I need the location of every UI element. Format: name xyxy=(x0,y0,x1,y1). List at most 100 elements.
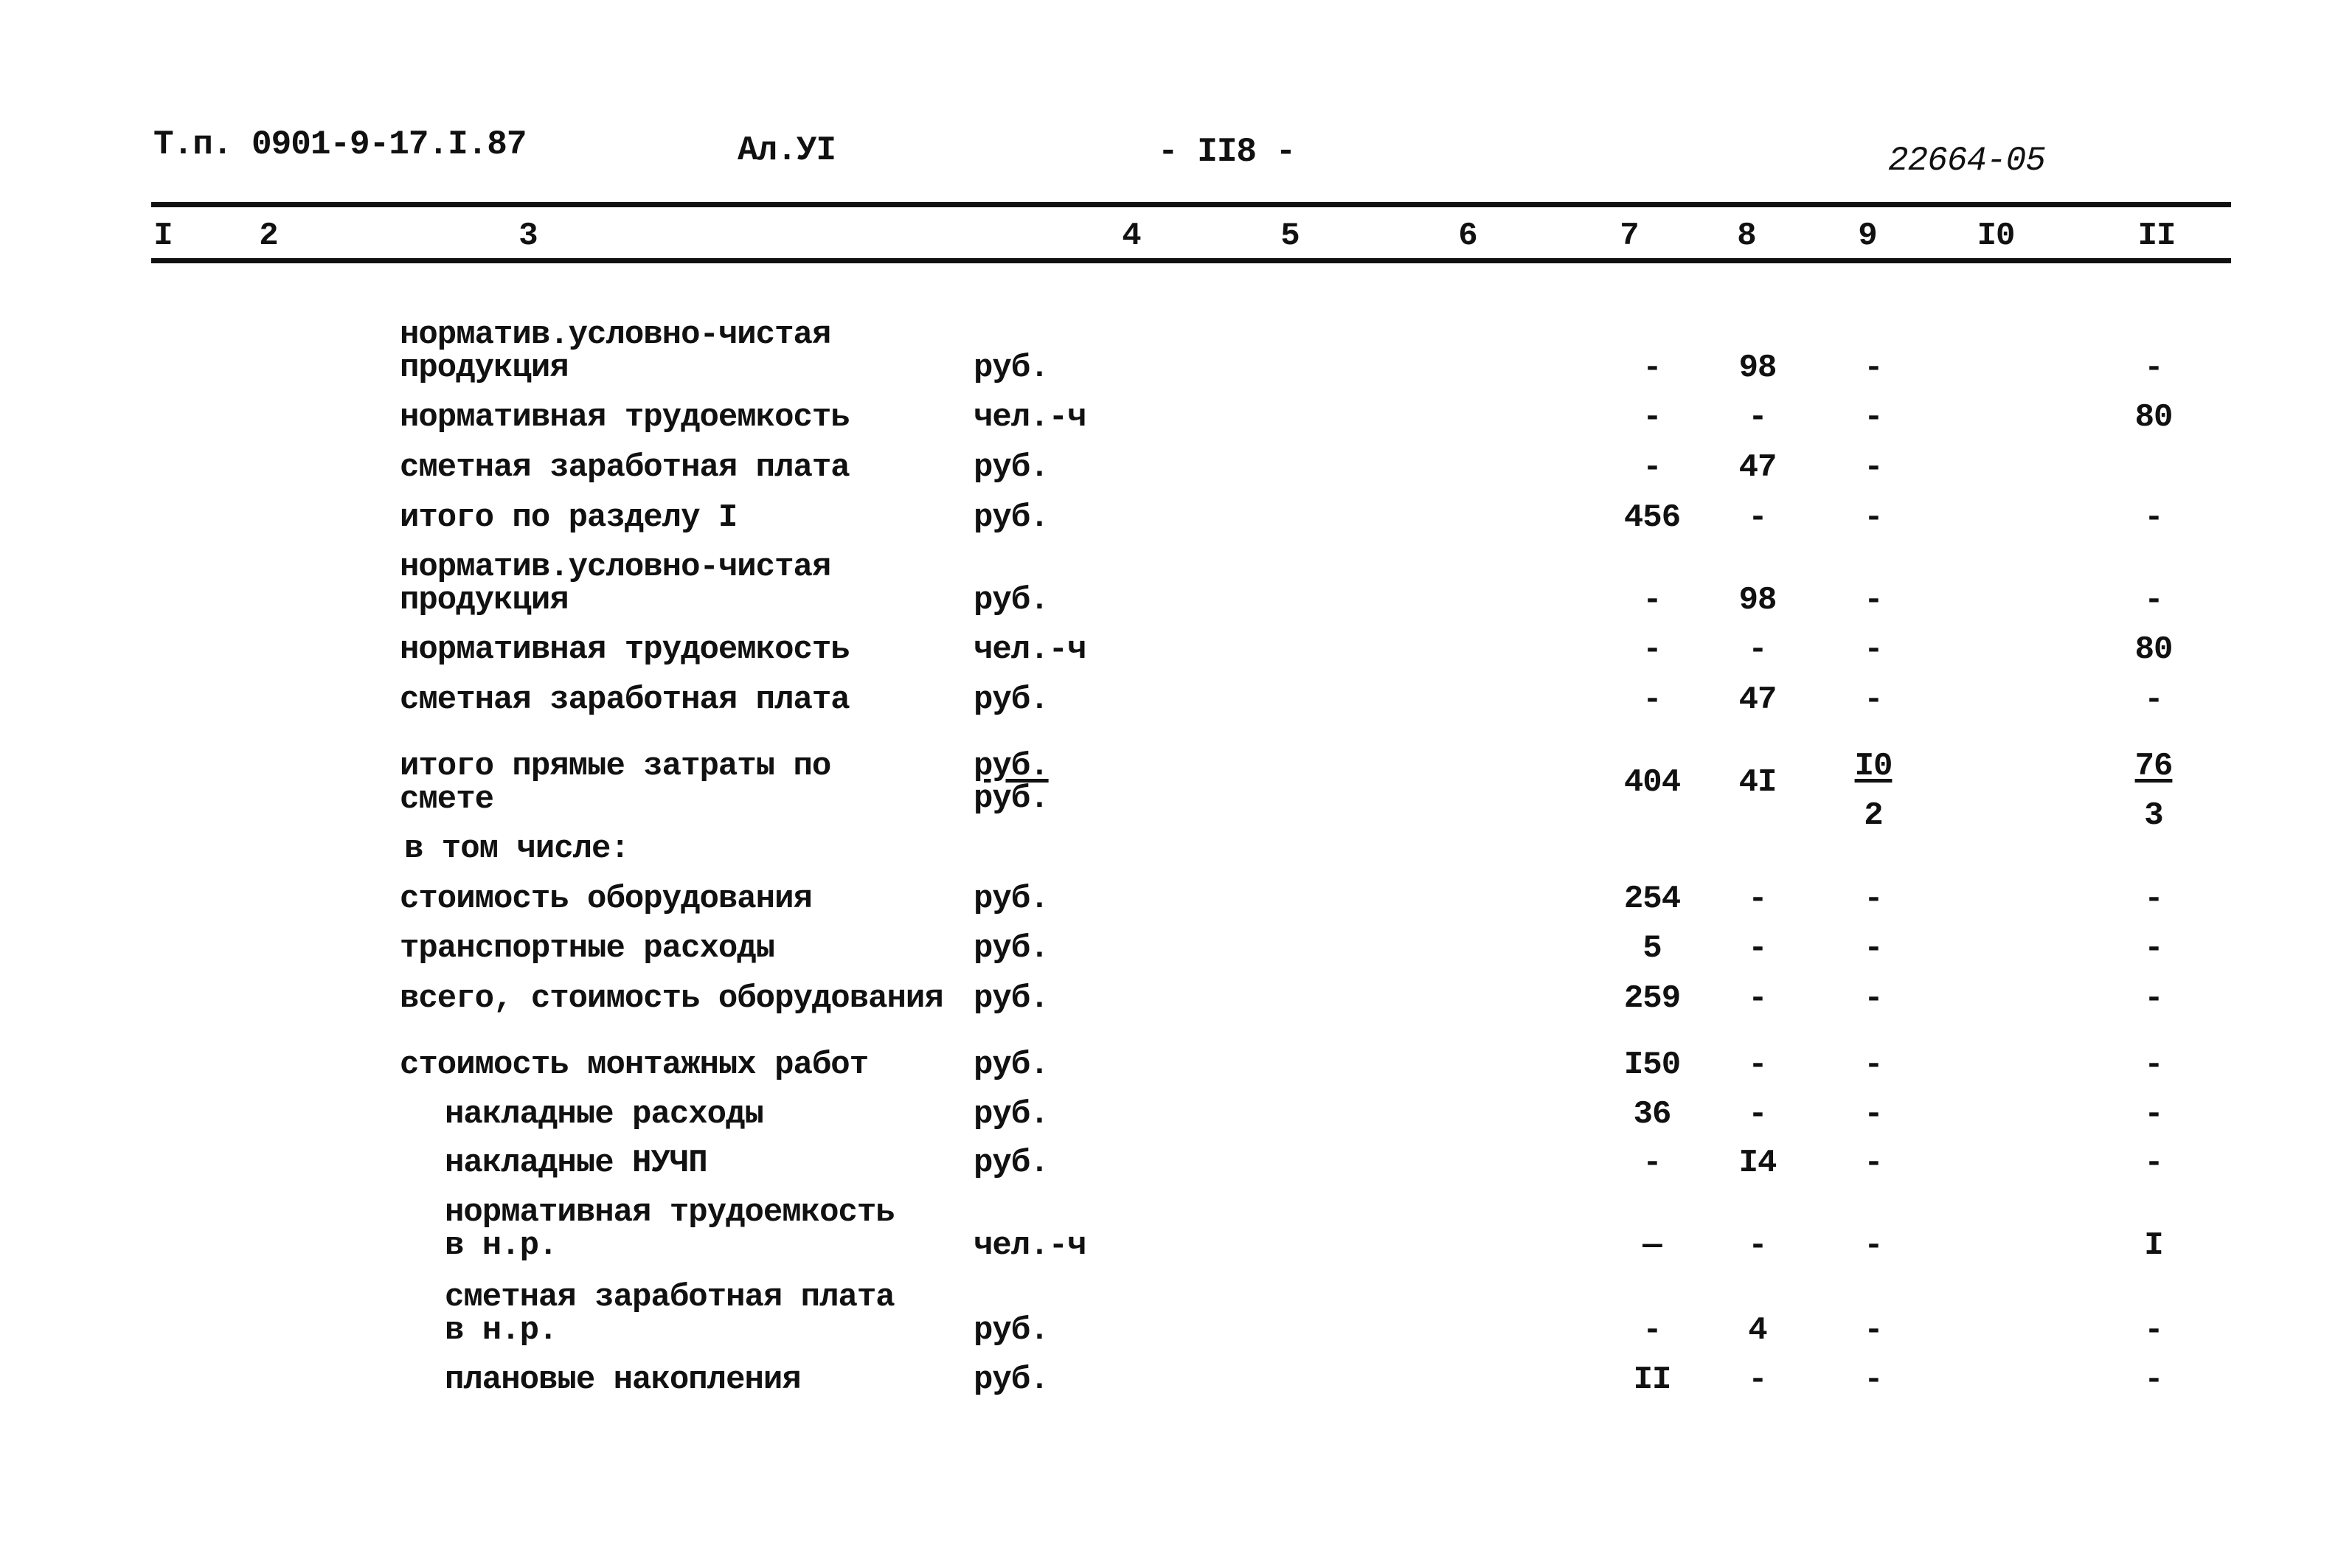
row-label: транспортные расходы xyxy=(400,930,775,967)
cell-col9: - xyxy=(1864,1312,1883,1349)
column-number: 3 xyxy=(518,218,538,254)
cell-col8: - xyxy=(1748,930,1767,967)
row-unit: чел.-ч xyxy=(974,631,1086,668)
cell-col11: - xyxy=(2144,1096,2163,1133)
cell-col7: - xyxy=(1642,681,1662,718)
cell-col8: - xyxy=(1748,631,1767,668)
cell-col11: - xyxy=(2144,1361,2163,1398)
row-unit: руб. xyxy=(974,681,1050,718)
cell-col11: - xyxy=(2144,881,2163,917)
cell-col9: - xyxy=(1864,1227,1883,1264)
row-unit: руб. xyxy=(974,930,1050,967)
cell-col8: - xyxy=(1748,1096,1767,1133)
cell-col7: — xyxy=(1642,1227,1662,1264)
row-unit: руб. xyxy=(974,780,1050,817)
cell-col11: - xyxy=(2144,930,2163,967)
row-label: продукция xyxy=(400,582,569,619)
row-unit: руб. xyxy=(974,881,1050,917)
cell-col11: 80 xyxy=(2134,399,2174,436)
row-unit: руб. xyxy=(974,1096,1050,1133)
cell-col7: 456 xyxy=(1623,499,1681,536)
row-label: стоимость оборудования xyxy=(400,881,813,917)
cell-col11: I xyxy=(2144,1227,2163,1264)
album-number: Ал.УI xyxy=(738,131,836,170)
cell-col7: - xyxy=(1642,399,1662,436)
cell-col7: 5 xyxy=(1642,930,1662,967)
row-label: продукция xyxy=(400,350,569,386)
cell-col11: - xyxy=(2144,681,2163,718)
cell-col7: - xyxy=(1642,449,1662,486)
row-unit: руб. xyxy=(974,1312,1050,1349)
cell-col8: - xyxy=(1748,980,1767,1017)
cell-col9: - xyxy=(1864,980,1883,1017)
cell-col11: - xyxy=(2144,582,2163,619)
column-number: 4 xyxy=(1122,218,1141,254)
cell-col7: II xyxy=(1633,1361,1672,1398)
row-label: нормативная трудоемкость xyxy=(445,1194,895,1231)
header-top-rule xyxy=(151,202,2231,207)
cell-col9: - xyxy=(1864,881,1883,917)
row-unit: руб. xyxy=(974,1145,1050,1182)
header-bottom-rule xyxy=(151,258,2231,263)
cell-col11: - xyxy=(2144,350,2163,386)
column-number: 2 xyxy=(259,218,278,254)
cell-col9: - xyxy=(1864,1096,1883,1133)
page-number: - II8 - xyxy=(1158,133,1296,171)
cell-col8: 98 xyxy=(1738,582,1777,619)
cell-col8: - xyxy=(1748,399,1767,436)
cell-col9: I0 xyxy=(1854,748,1893,785)
column-number: I xyxy=(153,218,173,254)
row-unit: чел.-ч xyxy=(974,1227,1086,1264)
row-label: нормативная трудоемкость xyxy=(400,631,850,668)
cell-col9: - xyxy=(1864,399,1883,436)
row-unit: руб. xyxy=(974,748,1050,785)
row-unit: чел.-ч xyxy=(974,399,1086,436)
cell-col9: - xyxy=(1864,582,1883,619)
row-label: в н.р. xyxy=(445,1227,558,1264)
row-label: норматив.условно-чистая xyxy=(400,549,831,586)
row-unit: руб. xyxy=(974,582,1050,619)
cell-col9: - xyxy=(1864,499,1883,536)
cell-col9: - xyxy=(1864,1145,1883,1182)
cell-col9: - xyxy=(1864,350,1883,386)
document-code: Т.п. 0901-9-17.I.87 xyxy=(153,125,527,164)
column-number: II xyxy=(2137,218,2176,254)
cell-col9: - xyxy=(1864,631,1883,668)
cell-col9: - xyxy=(1864,1361,1883,1398)
row-label: итого прямые затраты по xyxy=(400,748,831,785)
column-number: 9 xyxy=(1858,218,1877,254)
cell-col9: - xyxy=(1864,681,1883,718)
row-label: сметная заработная плата xyxy=(400,681,850,718)
cell-col7: - xyxy=(1642,1145,1662,1182)
cell-col9: - xyxy=(1864,1047,1883,1083)
cell-col9: - xyxy=(1864,449,1883,486)
cell-col11: - xyxy=(2144,980,2163,1017)
cell-col11: - xyxy=(2144,1145,2163,1182)
column-number: 5 xyxy=(1280,218,1300,254)
row-label: сметная заработная плата xyxy=(400,449,850,486)
cell-col7: - xyxy=(1642,350,1662,386)
cell-col7: - xyxy=(1642,582,1662,619)
cell-col8: 47 xyxy=(1738,681,1777,718)
row-label: всего, стоимость оборудования xyxy=(400,980,944,1017)
cell-col9-denominator: 2 xyxy=(1864,797,1883,834)
cell-col7: - xyxy=(1642,631,1662,668)
row-unit: руб. xyxy=(974,1361,1050,1398)
column-number: I0 xyxy=(1977,218,2016,254)
cell-col7: - xyxy=(1642,1312,1662,1349)
row-label: итого по разделу I xyxy=(400,499,738,536)
column-number: 7 xyxy=(1620,218,1639,254)
cell-col11: - xyxy=(2144,499,2163,536)
column-number: 6 xyxy=(1458,218,1477,254)
row-unit: руб. xyxy=(974,350,1050,386)
cell-col8: 98 xyxy=(1738,350,1777,386)
column-number: 8 xyxy=(1737,218,1756,254)
cell-col7: 254 xyxy=(1623,881,1681,917)
row-label: норматив.условно-чистая xyxy=(400,316,831,353)
row-label: в том числе: xyxy=(404,830,630,867)
cell-col11: 80 xyxy=(2134,631,2174,668)
row-label: смете xyxy=(400,781,494,818)
cell-col7: 259 xyxy=(1623,980,1681,1017)
cell-col11: - xyxy=(2144,1047,2163,1083)
row-label: в н.р. xyxy=(445,1312,558,1349)
